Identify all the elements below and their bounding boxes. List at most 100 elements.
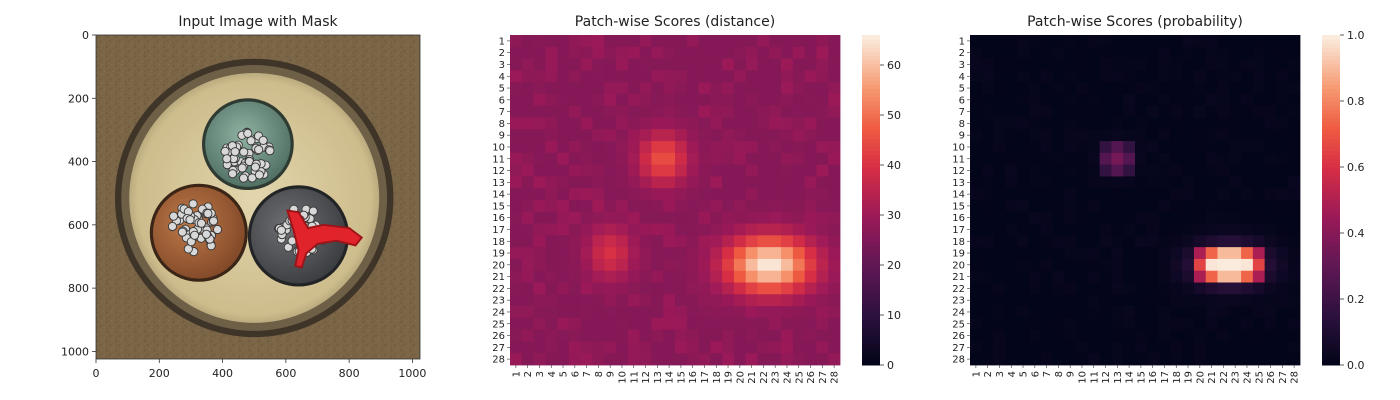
heatmap-cell (1146, 105, 1159, 118)
heatmap-cell (970, 117, 983, 130)
heatmap-cell (1229, 341, 1242, 354)
heatmap-cell (580, 70, 593, 83)
colorbar-segment (862, 307, 880, 312)
strands-brown (167, 199, 223, 257)
colorbar-segment (1322, 311, 1340, 316)
heatmap-cell (1146, 329, 1159, 342)
heatmap-cell (1052, 105, 1065, 118)
heatmap-cell (745, 70, 758, 83)
heatmap-cell (745, 211, 758, 224)
colorbar-segment (1322, 360, 1340, 366)
heatmap-cell (757, 35, 770, 48)
heatmap-cell (804, 82, 817, 95)
heatmap-cell (592, 247, 605, 260)
heatmap-cell (769, 294, 782, 307)
heatmap-cell (557, 46, 570, 59)
heatmap-cell (510, 152, 523, 166)
heatmap-cell (781, 211, 794, 224)
heatmap-cell (510, 46, 523, 59)
heatmap-cell (733, 117, 747, 130)
heatmap-cell (1241, 235, 1254, 248)
heatmap-cell (568, 282, 582, 295)
heatmap-cell (1028, 329, 1042, 342)
heatmap-cell (663, 211, 676, 224)
heatmap-cell (745, 258, 758, 272)
heatmap-cell (981, 35, 994, 48)
colorbar-segment (862, 179, 880, 184)
heatmap-cell (639, 317, 652, 331)
heatmap-cell (675, 176, 688, 189)
heatmap-cell (1064, 353, 1077, 366)
heatmap-cell (993, 341, 1006, 354)
heatmap-cell (1064, 82, 1077, 95)
heatmap-cell (533, 35, 546, 48)
heatmap-cell (1217, 282, 1230, 295)
heatmap-cell (627, 176, 641, 189)
heatmap-x-tick-label: 9 (1066, 371, 1077, 377)
heatmap-cell (1135, 329, 1148, 342)
heatmap-cell (686, 353, 699, 366)
heatmap-cell (722, 282, 735, 295)
heatmap-cell (816, 129, 829, 142)
colorbar-segment (1322, 134, 1340, 139)
heatmap-cell (510, 93, 523, 107)
heatmap-x-tick-label: 7 (582, 371, 593, 377)
heatmap-cell (1017, 82, 1030, 95)
heatmap-cell (651, 329, 664, 342)
heatmap-cell (510, 329, 523, 342)
heatmap-cell (1158, 247, 1171, 260)
heatmap-cell (1087, 46, 1101, 59)
heatmap-cell (1170, 294, 1183, 307)
colorbar-segment (862, 336, 880, 341)
heatmap-cell (769, 258, 782, 272)
heatmap-cell (651, 200, 664, 213)
heatmap-x-tick-label: 23 (1231, 371, 1242, 384)
heatmap-cell (533, 117, 546, 130)
heatmap-cell (1170, 282, 1183, 295)
heatmap-cell (993, 294, 1006, 307)
heatmap-cell (1111, 200, 1124, 213)
heatmap-cell (816, 176, 829, 189)
heatmap-cell (686, 93, 699, 107)
heatmap-cell (1087, 58, 1101, 71)
heatmap-cell (1193, 211, 1207, 224)
heatmap-cell (1076, 188, 1089, 201)
heatmap-cell (627, 35, 641, 48)
heatmap-cell (521, 188, 534, 201)
heatmap-cell (792, 341, 806, 354)
heatmap-cell (1205, 211, 1218, 224)
heatmap-x-tick-label: 24 (782, 371, 793, 384)
heatmap-cell (1217, 306, 1230, 319)
heatmap-cell (1076, 353, 1089, 366)
heatmap-cell (1241, 329, 1254, 342)
wire-strand (190, 230, 200, 240)
image-y-tick-label: 200 (68, 92, 89, 105)
heatmap-cell (616, 129, 629, 142)
probability-heatmap-title: Patch-wise Scores (probability) (1027, 14, 1243, 30)
wire-strand (258, 135, 268, 146)
heatmap-cell (1099, 35, 1112, 48)
heatmap-cell (1017, 46, 1030, 59)
colorbar-segment (862, 228, 880, 234)
heatmap-cell (1123, 176, 1136, 189)
heatmap-cell (1288, 211, 1301, 224)
heatmap-cell (828, 270, 841, 283)
heatmap-cell (1111, 353, 1124, 366)
heatmap-cell (1217, 211, 1230, 224)
heatmap-cell (1182, 306, 1195, 319)
heatmap-cell (568, 93, 582, 107)
heatmap-cell (698, 82, 711, 95)
heatmap-cell (557, 141, 570, 154)
heatmap-cell (521, 247, 534, 260)
heatmap-y-tick-label: 11 (492, 154, 505, 165)
heatmap-cell (828, 129, 841, 142)
heatmap-cell (781, 58, 794, 71)
colorbar-segment (862, 63, 880, 69)
heatmap-cell (781, 141, 794, 154)
colorbar-segment (1322, 43, 1340, 48)
heatmap-cell (1146, 141, 1159, 154)
colorbar-tick-label: 0.0 (1347, 359, 1365, 372)
heatmap-cell (1005, 235, 1018, 248)
heatmap-cell (639, 211, 652, 224)
heatmap-y-tick-label: 2 (499, 48, 505, 59)
